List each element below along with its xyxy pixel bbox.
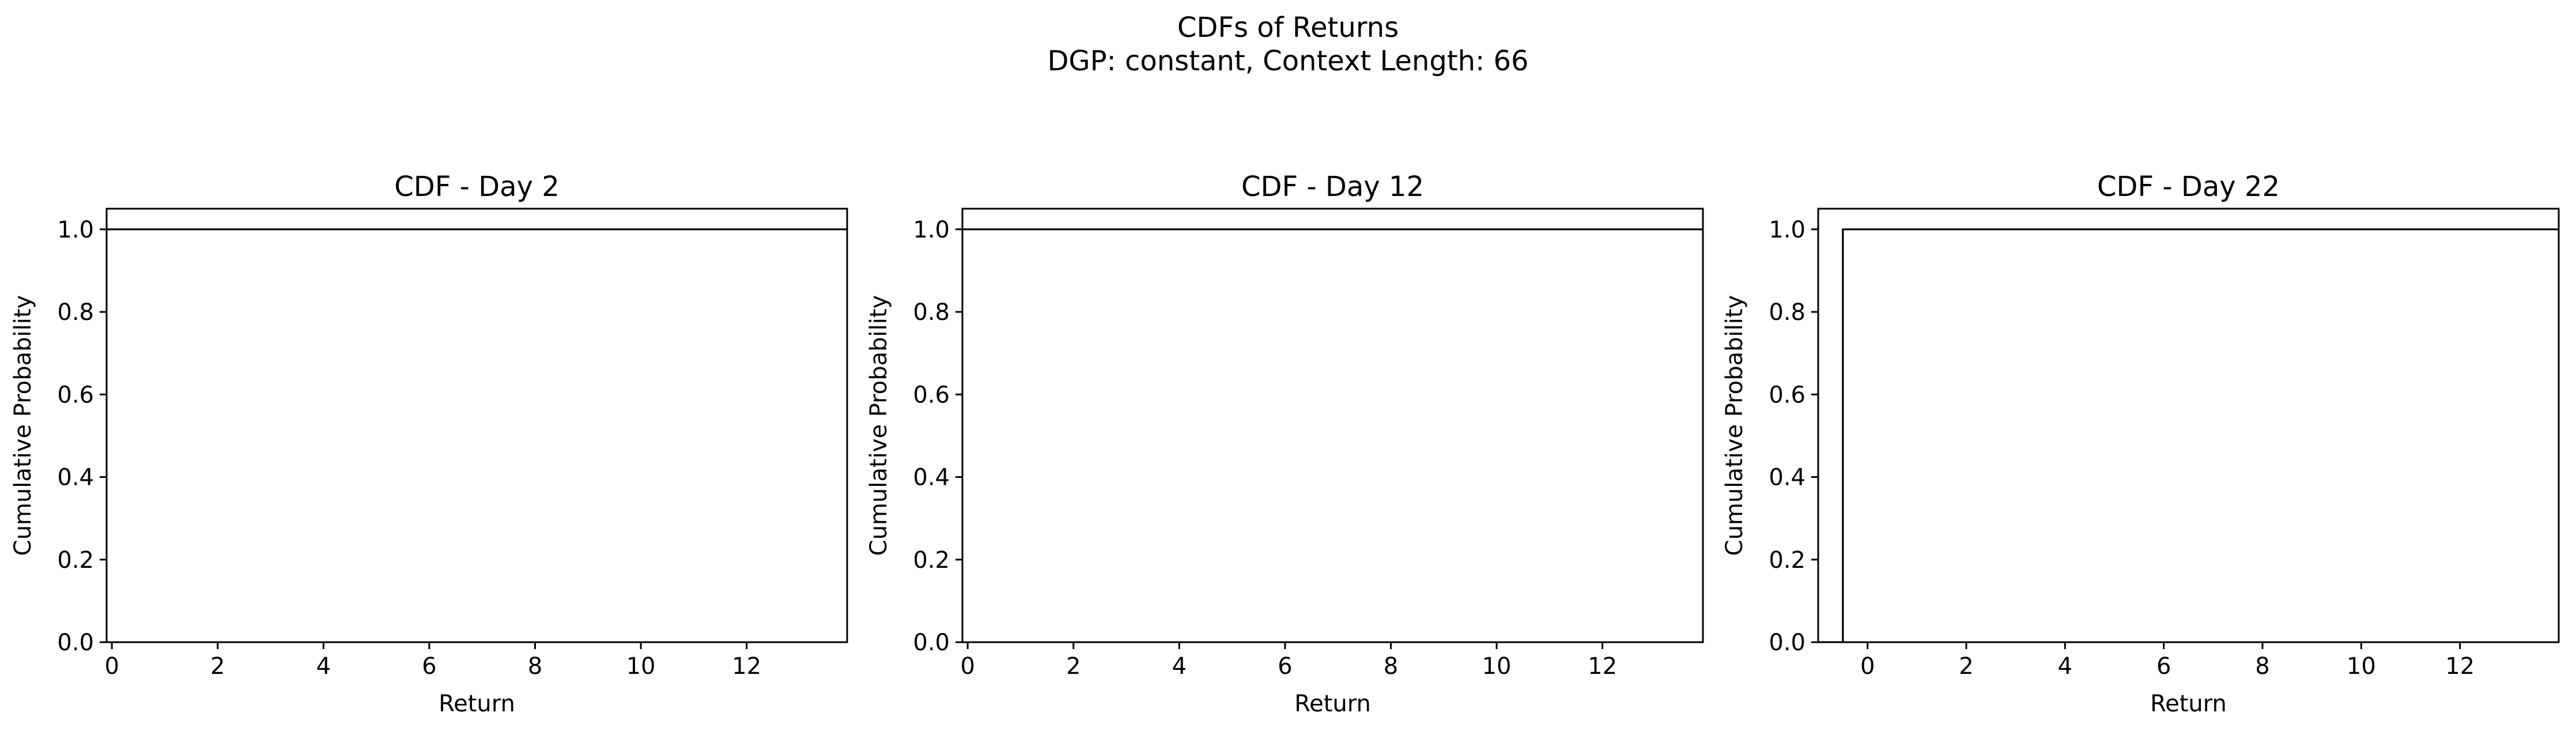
y-tick-label: 0.0 [913,630,950,656]
x-tick-label: 12 [732,653,761,680]
y-tick-label: 0.2 [1769,547,1806,574]
y-tick-label: 0.0 [57,630,94,656]
y-tick-label: 1.0 [913,217,950,243]
panel-title: CDF - Day 2 [394,171,560,203]
x-tick-label: 12 [1588,653,1617,680]
x-tick-label: 2 [210,653,225,680]
x-tick-label: 0 [960,653,975,680]
cdf-panel-1: CDF - Day 2 0 2 4 6 8 10 12 0.0 0.2 0.4 0.6 0.8 1.0 Re… [10,171,848,717]
y-axis-label: Cumulative Probability [1721,295,1748,556]
y-tick-label: 0.4 [1769,465,1806,491]
x-tick-label: 4 [316,653,331,680]
x-tick-label: 2 [1959,653,1973,680]
x-tick-label: 4 [1172,653,1187,680]
y-tick-label: 0.8 [913,299,950,326]
y-axis-label: Cumulative Probability [866,295,892,556]
panel-title: CDF - Day 22 [2097,171,2280,203]
x-tick-label: 6 [422,653,436,680]
x-tick-label: 2 [1066,653,1081,680]
panel-title: CDF - Day 12 [1241,171,1424,203]
y-tick-label: 0.4 [913,465,950,491]
y-tick-label: 0.2 [57,547,94,574]
axes-frame [1817,208,2560,643]
figure-title-line2: DGP: constant, Context Length: 66 [1047,45,1528,77]
x-axis-label: Return [2150,691,2227,717]
y-tick-label: 0.0 [1769,630,1806,656]
x-tick-label: 8 [2255,653,2269,680]
y-tick-label: 1.0 [1769,217,1806,243]
cdf-panel-3: CDF - Day 22 0 2 4 6 8 10 12 0.0 0.2 0.4 0.6 0.8 1.0 R… [1721,171,2560,717]
y-tick-label: 0.2 [913,547,950,574]
x-tick-label: 12 [2445,653,2475,680]
x-tick-label: 0 [104,653,119,680]
x-axis-label: Return [439,691,515,717]
y-tick-label: 0.8 [1769,299,1806,326]
y-tick-label: 0.6 [57,382,94,408]
y-tick-label: 0.4 [57,465,94,491]
cdf-panel-2: CDF - Day 12 0 2 4 6 8 10 12 0.0 0.2 0.4 0.6 0.8 1.0 R… [866,171,1704,717]
y-tick-label: 0.6 [913,382,950,408]
axes-frame [961,208,1704,643]
figure-title-line1: CDFs of Returns [1177,12,1399,44]
x-axis-label: Return [1294,691,1371,717]
x-tick-label: 4 [2058,653,2072,680]
y-tick-label: 1.0 [57,217,94,243]
x-tick-label: 0 [1860,653,1875,680]
x-tick-label: 10 [2347,653,2376,680]
cdf-line [1818,228,2559,642]
axes-frame [105,208,848,643]
x-tick-label: 6 [2156,653,2171,680]
x-tick-label: 8 [1384,653,1398,680]
x-tick-label: 10 [1482,653,1512,680]
y-tick-label: 0.8 [57,299,94,326]
x-tick-label: 10 [626,653,656,680]
x-tick-label: 8 [528,653,542,680]
y-axis-label: Cumulative Probability [10,295,36,556]
y-tick-label: 0.6 [1769,382,1806,408]
x-tick-label: 6 [1278,653,1292,680]
